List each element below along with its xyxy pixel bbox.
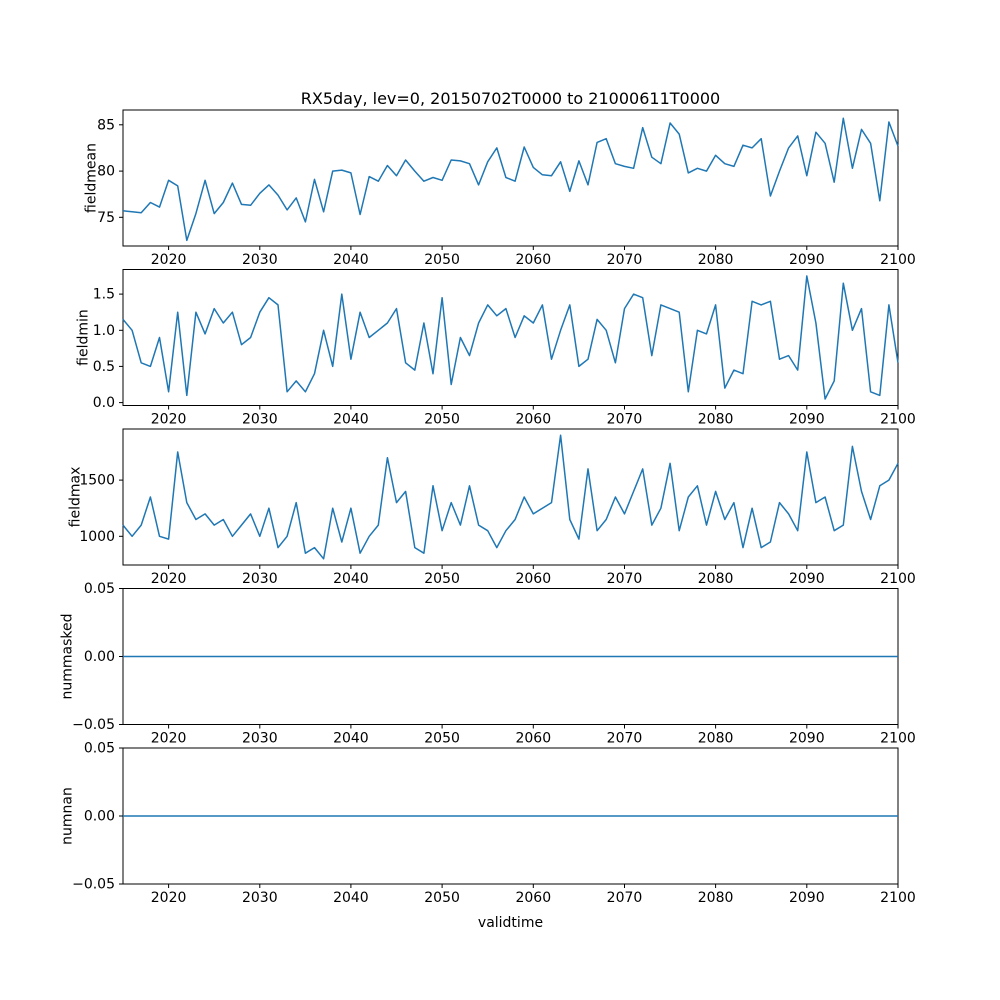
x-tick-label: 2030 bbox=[242, 252, 278, 268]
y-tick-label: 0.05 bbox=[84, 740, 115, 756]
x-tick-label: 2100 bbox=[880, 890, 916, 906]
x-tick-label: 2020 bbox=[151, 571, 187, 587]
x-tick-label: 2090 bbox=[789, 252, 825, 268]
subplot-numnan: −0.05 0.00 0.05 2020 2030 2040 2050 2060 2070 208… bbox=[59, 740, 915, 906]
y-tick-label: 0.00 bbox=[84, 808, 115, 824]
y-tick-label: 1.5 bbox=[93, 287, 115, 303]
chart-title: RX5day, lev=0, 20150702T0000 to 21000611… bbox=[300, 89, 721, 108]
x-tick-label: 2060 bbox=[515, 412, 551, 428]
y-tick-label: 75 bbox=[97, 210, 115, 226]
subplot-fieldmax: 1000 1500 2020 2030 2040 2050 2060 2070 2080 2090… bbox=[67, 428, 916, 587]
x-tick-label: 2040 bbox=[333, 252, 369, 268]
x-tick-label: 2090 bbox=[789, 412, 825, 428]
line-series bbox=[122, 275, 899, 400]
y-tick-label: 1500 bbox=[79, 473, 115, 489]
y-tick-label: 80 bbox=[97, 164, 115, 180]
x-tick-label: 2090 bbox=[789, 571, 825, 587]
y-tick-label: 0.05 bbox=[84, 581, 115, 597]
x-tick-label: 2100 bbox=[880, 731, 916, 747]
axes-frame bbox=[122, 269, 899, 406]
y-tick-label: 0.0 bbox=[93, 395, 115, 411]
x-tick-label: 2080 bbox=[698, 571, 734, 587]
x-tick-label: 2030 bbox=[242, 571, 278, 587]
x-tick-label: 2020 bbox=[151, 412, 187, 428]
x-tick-label: 2030 bbox=[242, 412, 278, 428]
x-axis-label: validtime bbox=[477, 915, 544, 931]
y-axis-label: fieldmax bbox=[67, 467, 83, 528]
y-tick-label: 1.0 bbox=[93, 323, 115, 339]
axes-frame bbox=[122, 428, 899, 566]
y-tick-label: 0.00 bbox=[84, 649, 115, 665]
x-tick-label: 2020 bbox=[151, 731, 187, 747]
x-tick-label: 2080 bbox=[698, 890, 734, 906]
x-tick-label: 2070 bbox=[607, 571, 643, 587]
x-tick-label: 2040 bbox=[333, 571, 369, 587]
line-series bbox=[122, 434, 899, 560]
y-tick-label: −0.05 bbox=[72, 876, 115, 892]
x-tick-label: 2090 bbox=[789, 731, 825, 747]
x-tick-label: 2060 bbox=[515, 571, 551, 587]
x-tick-label: 2030 bbox=[242, 890, 278, 906]
x-tick-label: 2050 bbox=[424, 252, 460, 268]
y-tick-label: −0.05 bbox=[72, 717, 115, 733]
x-tick-label: 2070 bbox=[607, 731, 643, 747]
x-tick-label: 2060 bbox=[515, 731, 551, 747]
x-tick-label: 2050 bbox=[424, 731, 460, 747]
x-tick-label: 2100 bbox=[880, 252, 916, 268]
subplot-nummasked: −0.05 0.00 0.05 2020 2030 2040 2050 2060 2070 208… bbox=[59, 581, 915, 747]
x-tick-label: 2050 bbox=[424, 571, 460, 587]
x-tick-label: 2040 bbox=[333, 890, 369, 906]
axes-frame bbox=[122, 109, 899, 247]
subplot-fieldmin: 0.0 0.5 1.0 1.5 2020 2030 2040 2050 2060 2070 2080… bbox=[75, 269, 916, 428]
y-axis-label: nummasked bbox=[59, 613, 75, 699]
y-axis-label: fieldmean bbox=[83, 143, 99, 213]
x-tick-label: 2080 bbox=[698, 252, 734, 268]
x-tick-label: 2020 bbox=[151, 252, 187, 268]
x-tick-label: 2060 bbox=[515, 252, 551, 268]
line-series bbox=[122, 117, 899, 242]
x-tick-label: 2040 bbox=[333, 731, 369, 747]
x-tick-label: 2100 bbox=[880, 412, 916, 428]
x-tick-label: 2040 bbox=[333, 412, 369, 428]
x-tick-label: 2060 bbox=[515, 890, 551, 906]
x-tick-label: 2080 bbox=[698, 412, 734, 428]
x-tick-label: 2050 bbox=[424, 890, 460, 906]
x-tick-label: 2070 bbox=[607, 252, 643, 268]
subplot-fieldmean: 75 80 85 2020 2030 2040 2050 2060 2070 2080 2090 21… bbox=[83, 109, 916, 268]
x-tick-label: 2070 bbox=[607, 412, 643, 428]
x-tick-label: 2030 bbox=[242, 731, 278, 747]
y-axis-label: fieldmin bbox=[75, 309, 91, 366]
y-tick-label: 1000 bbox=[79, 529, 115, 545]
x-tick-label: 2080 bbox=[698, 731, 734, 747]
x-tick-label: 2070 bbox=[607, 890, 643, 906]
x-tick-label: 2020 bbox=[151, 890, 187, 906]
x-tick-label: 2050 bbox=[424, 412, 460, 428]
y-tick-label: 85 bbox=[97, 117, 115, 133]
y-axis-label: numnan bbox=[59, 787, 75, 845]
y-tick-label: 0.5 bbox=[93, 359, 115, 375]
x-tick-label: 2100 bbox=[880, 571, 916, 587]
x-tick-label: 2090 bbox=[789, 890, 825, 906]
